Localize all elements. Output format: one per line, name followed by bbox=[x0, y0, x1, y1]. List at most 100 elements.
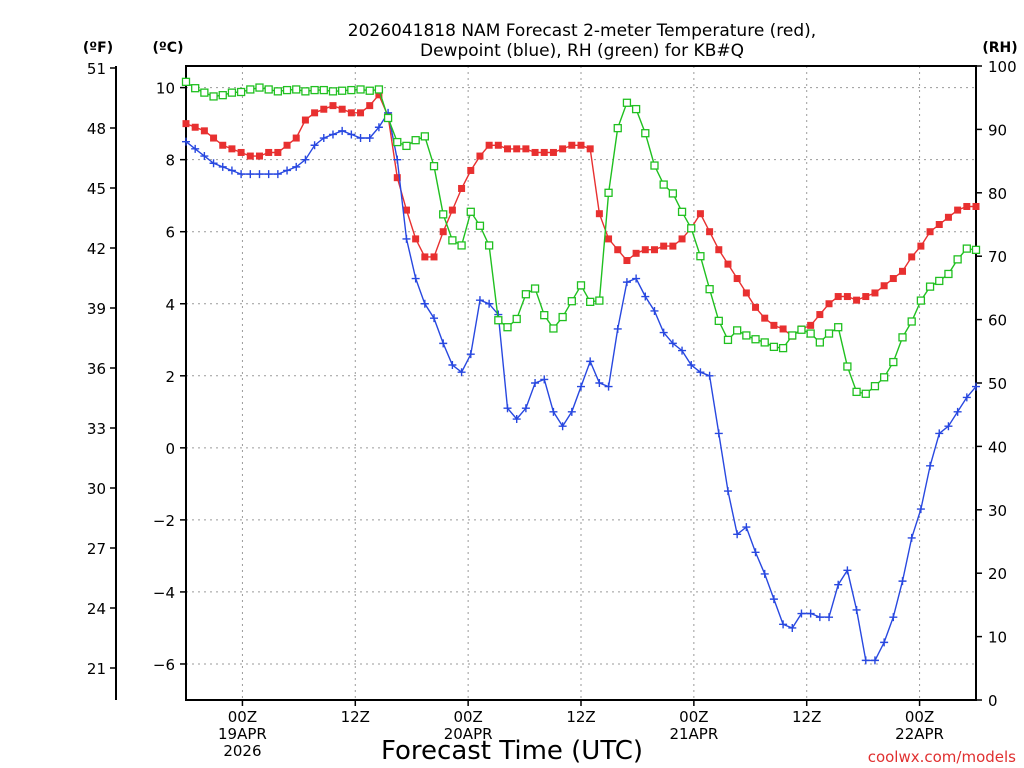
rh-point bbox=[788, 331, 797, 340]
temperature-point bbox=[752, 303, 760, 311]
dewpoint-point bbox=[907, 533, 916, 542]
rh-point bbox=[494, 316, 503, 325]
rh-point bbox=[870, 382, 880, 391]
temperature-point bbox=[632, 249, 640, 257]
temperature-point bbox=[265, 148, 273, 156]
dewpoint-point bbox=[678, 346, 687, 355]
rh-tick-label: 80 bbox=[988, 185, 1007, 203]
dewpoint-point bbox=[411, 274, 420, 283]
rh-point bbox=[898, 333, 907, 342]
dewpoint-point bbox=[604, 382, 613, 391]
temperature-point bbox=[338, 105, 346, 113]
rh-point bbox=[769, 342, 779, 352]
rh-point bbox=[824, 329, 834, 338]
fahrenheit-tick-label: 45 bbox=[87, 180, 106, 198]
temperature-point bbox=[954, 206, 962, 214]
rh-point bbox=[236, 87, 246, 97]
temperature-point bbox=[311, 109, 319, 117]
dewpoint-point bbox=[723, 487, 732, 496]
dewpoint-point bbox=[182, 137, 190, 146]
rh-point bbox=[448, 236, 457, 245]
temperature-point bbox=[412, 235, 420, 243]
temperature-point bbox=[678, 235, 686, 243]
temperature-point bbox=[439, 228, 447, 236]
celsius-tick-label: −6 bbox=[153, 656, 175, 674]
rh-point bbox=[292, 85, 301, 94]
dewpoint-point bbox=[191, 144, 200, 153]
dewpoint-point bbox=[632, 274, 641, 283]
dewpoint-point bbox=[521, 404, 530, 413]
temperature-point bbox=[926, 228, 934, 236]
temperature-point bbox=[871, 289, 879, 297]
rh-point bbox=[191, 84, 200, 93]
dewpoint-point bbox=[668, 339, 677, 348]
temperature-point bbox=[935, 221, 943, 228]
temperature-point bbox=[320, 105, 328, 113]
celsius-tick-label: 4 bbox=[165, 296, 175, 314]
temperature-point bbox=[843, 293, 851, 301]
dewpoint-point bbox=[714, 429, 723, 438]
dewpoint-point bbox=[613, 324, 622, 333]
rh-point bbox=[439, 210, 448, 219]
celsius-tick-label: −4 bbox=[153, 584, 175, 602]
dewpoint-point bbox=[273, 170, 282, 179]
dewpoint-point bbox=[264, 170, 273, 179]
dewpoint-point bbox=[962, 393, 971, 402]
temperature-point bbox=[733, 275, 741, 283]
temperature-point bbox=[182, 120, 190, 128]
rh-point bbox=[347, 85, 356, 95]
dewpoint-point bbox=[760, 569, 769, 578]
rh-point bbox=[797, 325, 806, 334]
x-tick-label: 19APR bbox=[218, 725, 267, 743]
rh-point bbox=[466, 207, 475, 216]
dewpoint-point bbox=[567, 407, 576, 416]
temperature-point bbox=[614, 246, 622, 254]
temperature-point bbox=[200, 127, 208, 135]
celsius-tick-label: 10 bbox=[156, 80, 175, 98]
dewpoint-point bbox=[870, 656, 879, 665]
rh-tick-label: 90 bbox=[988, 121, 1007, 139]
dewpoint-point bbox=[448, 360, 457, 369]
rh-tick-label: 70 bbox=[988, 248, 1007, 266]
temperature-point bbox=[595, 210, 603, 218]
dewpoint-point bbox=[972, 382, 980, 391]
temperature-point bbox=[329, 102, 337, 110]
fahrenheit-tick-label: 39 bbox=[87, 300, 106, 318]
dewpoint-point bbox=[889, 613, 898, 622]
rh-point bbox=[751, 335, 760, 344]
data-series bbox=[181, 77, 981, 665]
rh-point bbox=[677, 207, 687, 216]
rh-point bbox=[264, 85, 273, 94]
temperature-point bbox=[210, 134, 218, 142]
dewpoint-point bbox=[475, 296, 484, 305]
dewpoint-point bbox=[650, 306, 659, 315]
rh-point bbox=[429, 162, 439, 171]
temperature-point bbox=[540, 148, 548, 156]
rh-point bbox=[411, 136, 420, 145]
dewpoint-point bbox=[586, 357, 595, 366]
rh-point bbox=[760, 338, 769, 347]
temperature-point bbox=[669, 242, 677, 250]
temperature-point bbox=[577, 141, 585, 149]
dewpoint-point bbox=[944, 422, 953, 431]
rh-point bbox=[457, 241, 466, 250]
dewpoint-point bbox=[595, 379, 604, 387]
temperature-point bbox=[458, 184, 466, 192]
temperature-point bbox=[357, 109, 365, 117]
dewpoint-point bbox=[926, 461, 935, 470]
rh-point bbox=[338, 86, 347, 95]
rh-point bbox=[696, 252, 705, 261]
rh-tick-label: 50 bbox=[988, 375, 1007, 393]
rh-point bbox=[834, 323, 843, 332]
dewpoint-point bbox=[825, 613, 834, 622]
dewpoint-point bbox=[815, 613, 824, 622]
temperature-point bbox=[347, 109, 355, 117]
rh-point bbox=[925, 282, 935, 291]
dewpoint-point bbox=[457, 368, 466, 377]
x-tick-label: 00Z bbox=[679, 708, 708, 726]
temperature-point bbox=[807, 321, 815, 329]
celsius-tick-label: 8 bbox=[165, 152, 175, 170]
rh-point bbox=[503, 323, 512, 332]
temperature-point bbox=[963, 202, 971, 210]
rh-point bbox=[806, 329, 815, 338]
